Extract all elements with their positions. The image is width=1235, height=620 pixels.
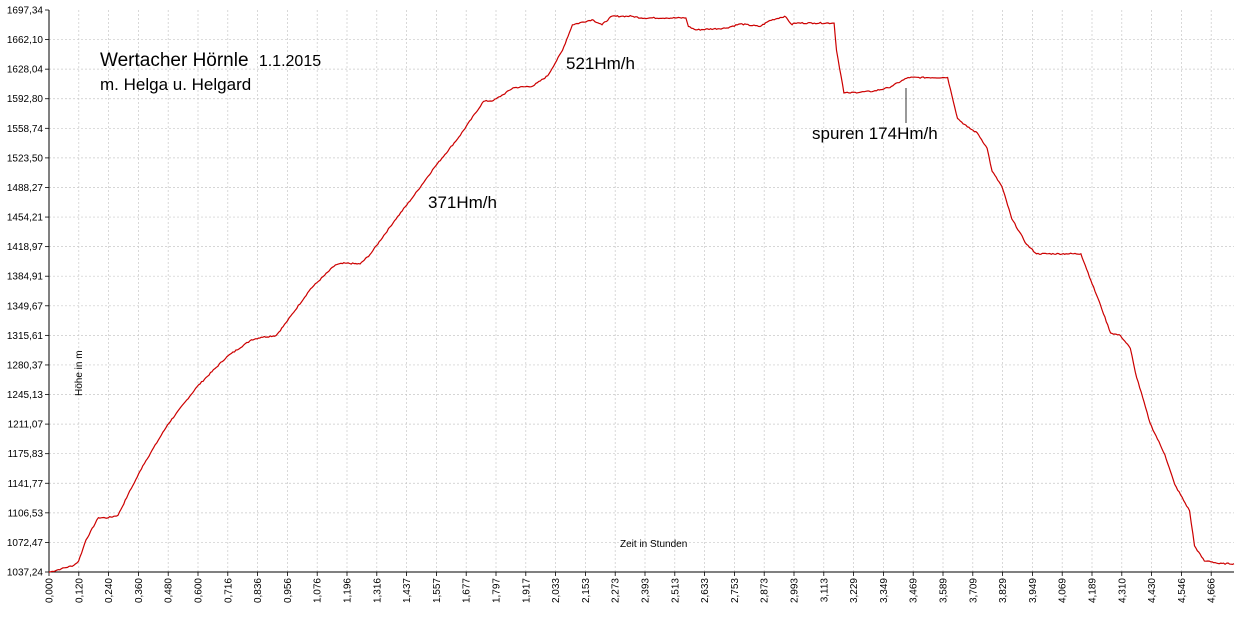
y-tick-label: 1558,74: [7, 124, 44, 135]
x-tick-label: 3,709: [968, 578, 979, 603]
axes: [48, 10, 1234, 573]
y-tick-label: 1418,97: [7, 242, 44, 253]
x-tick-label: 1,076: [313, 578, 324, 603]
y-tick-label: 1628,04: [7, 65, 44, 76]
x-tick-label: 3,469: [909, 578, 920, 603]
y-tick-label: 1072,47: [7, 538, 44, 549]
x-tick-label: 4,666: [1207, 578, 1218, 603]
y-tick-label: 1106,53: [8, 508, 44, 519]
x-tick-label: 2,753: [730, 578, 741, 603]
y-tick-label: 1141,77: [8, 479, 44, 490]
y-tick-label: 1037,24: [7, 568, 44, 579]
x-tick-label: 2,273: [611, 578, 622, 603]
x-tick-label: 1,797: [492, 578, 503, 603]
x-tick-label: 3,829: [998, 578, 1009, 603]
x-tick-label: 0,000: [45, 578, 56, 603]
x-tick-label: 1,917: [521, 578, 532, 603]
x-tick-label: 4,310: [1117, 578, 1128, 603]
x-tick-label: 3,229: [849, 578, 860, 603]
y-tick-label: 1592,80: [7, 94, 44, 105]
y-tick-label: 1384,91: [7, 272, 44, 283]
x-tick-label: 1,316: [372, 578, 383, 603]
y-tick-label: 1175,83: [8, 449, 44, 460]
y-tick-label: 1523,50: [7, 153, 44, 164]
annotation-521: 521Hm/h: [566, 54, 635, 73]
y-tick-label: 1697,34: [7, 6, 44, 17]
y-tick-label: 1454,21: [7, 213, 44, 224]
x-tick-label: 0,120: [74, 578, 85, 603]
annotation-spuren: spuren 174Hm/h: [812, 124, 938, 143]
x-gridlines: [78, 10, 1212, 572]
annotation-371: 371Hm/h: [428, 193, 497, 212]
x-tick-label: 3,589: [939, 578, 950, 603]
y-tick-label: 1245,13: [7, 390, 44, 401]
x-tick-label: 4,546: [1177, 578, 1188, 603]
y-tick-label: 1280,37: [7, 360, 44, 371]
x-tick-label: 3,349: [879, 578, 890, 603]
y-tick-labels: 1697,34 1662,10 1628,04 1592,80 1558,74 1523,…: [7, 6, 49, 579]
x-tick-label: 1,557: [432, 578, 443, 603]
x-tick-label: 2,873: [760, 578, 771, 603]
x-tick-label: 2,513: [670, 578, 681, 603]
chart-title-text: Wertacher Hörnle: [100, 50, 249, 71]
elevation-line: [48, 14, 1235, 573]
x-tick-label: 2,393: [641, 578, 652, 603]
x-tick-label: 2,633: [700, 578, 711, 603]
y-tick-label: 1211,07: [8, 420, 44, 431]
x-tick-label: 0,360: [134, 578, 145, 603]
x-axis-label: Zeit in Stunden: [620, 539, 687, 550]
chart-title: Wertacher Hörnle 1.1.2015: [100, 50, 321, 71]
x-tick-label: 4,430: [1147, 578, 1158, 603]
x-tick-label: 0,480: [164, 578, 175, 603]
y-tick-label: 1662,10: [7, 35, 44, 46]
y-axis-label: Höhe in m: [74, 350, 85, 396]
x-tick-label: 0,240: [104, 578, 115, 603]
x-tick-label: 1,677: [462, 578, 473, 603]
chart-subtitle: m. Helga u. Helgard: [100, 75, 251, 94]
x-tick-label: 0,716: [223, 578, 234, 603]
x-tick-label: 3,949: [1028, 578, 1039, 603]
x-tick-label: 2,033: [551, 578, 562, 603]
y-gridlines: [49, 39, 1234, 543]
y-tick-label: 1488,27: [7, 183, 44, 194]
x-tick-label: 4,069: [1058, 578, 1069, 603]
x-tick-label: 0,956: [283, 578, 294, 603]
x-tick-label: 3,113: [819, 578, 830, 603]
y-tick-label: 1315,61: [7, 331, 44, 342]
x-tick-label: 0,836: [253, 578, 264, 603]
x-tick-label: 1,437: [402, 578, 413, 603]
x-tick-label: 2,153: [581, 578, 592, 603]
x-tick-label: 2,993: [790, 578, 801, 603]
chart-title-date: 1.1.2015: [259, 53, 321, 70]
x-tick-labels: 0,000 0,120 0,240 0,360 0,480 0,600 0,716 0,836…: [45, 572, 1218, 603]
x-tick-label: 0,600: [194, 578, 205, 603]
x-tick-label: 4,189: [1088, 578, 1099, 603]
y-tick-label: 1349,67: [7, 301, 44, 312]
x-tick-label: 1,196: [343, 578, 354, 603]
